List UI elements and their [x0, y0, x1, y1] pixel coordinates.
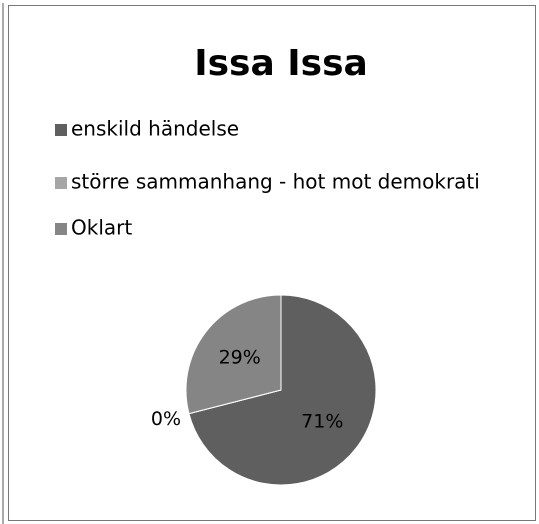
data-label: 71%: [301, 411, 343, 433]
legend-swatch: [55, 177, 67, 189]
legend-label: Oklart: [71, 216, 132, 240]
legend-label: större sammanhang - hot mot demokrati: [71, 170, 480, 194]
data-label: 29%: [219, 346, 261, 368]
legend-swatch: [55, 124, 67, 136]
frame: [8, 5, 536, 521]
pie-slice: [185, 294, 282, 415]
chart-title: Issa Issa: [194, 43, 368, 84]
legend-label: enskild händelse: [71, 117, 239, 141]
pie-slice: [188, 294, 377, 486]
data-label: 0%: [151, 408, 181, 430]
legend-swatch: [55, 223, 67, 235]
